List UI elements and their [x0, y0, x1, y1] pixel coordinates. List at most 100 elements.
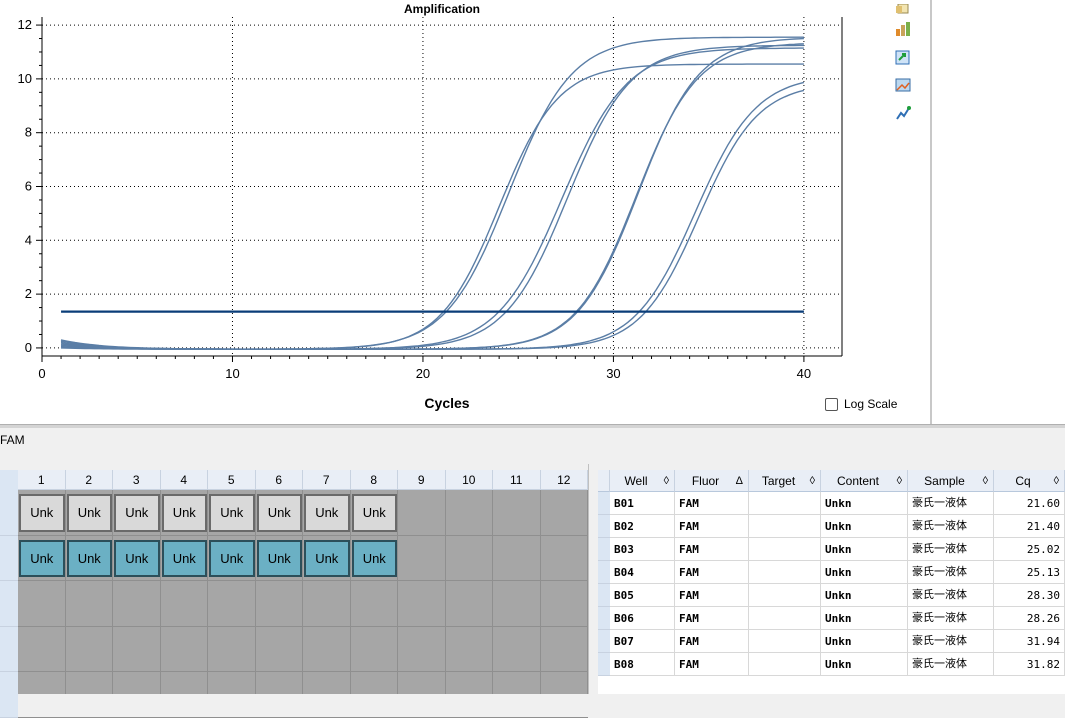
plate-row-header[interactable]: [0, 581, 18, 627]
plate-well[interactable]: Unk: [19, 494, 65, 532]
table-cell-sample[interactable]: 豪氏一液体: [908, 515, 994, 538]
plate-well[interactable]: Unk: [209, 494, 255, 532]
plate-column-header[interactable]: 12: [540, 470, 588, 490]
table-cell-cq[interactable]: 28.30: [994, 584, 1065, 607]
table-cell-fluor[interactable]: FAM: [675, 492, 749, 515]
table-cell-fluor[interactable]: FAM: [675, 653, 749, 676]
table-cell-sample[interactable]: 豪氏一液体: [908, 653, 994, 676]
plate-column-header[interactable]: 5: [208, 470, 256, 490]
plate-well[interactable]: Unk: [256, 494, 302, 532]
table-cell-fluor[interactable]: FAM: [675, 561, 749, 584]
table-cell-content[interactable]: Unkn: [821, 607, 908, 630]
table-cell-target[interactable]: [749, 653, 821, 676]
column-header-sample[interactable]: Sample ◊: [908, 470, 994, 492]
table-cell-well[interactable]: B06: [610, 607, 675, 630]
vertical-splitter[interactable]: [588, 464, 598, 694]
plate-well[interactable]: Unk: [66, 494, 112, 532]
row-selector[interactable]: [598, 630, 610, 653]
row-selector[interactable]: [598, 492, 610, 515]
table-cell-well[interactable]: B01: [610, 492, 675, 515]
column-header-cq[interactable]: Cq ◊: [994, 470, 1065, 492]
table-cell-target[interactable]: [749, 584, 821, 607]
plate-column-header[interactable]: 6: [255, 470, 303, 490]
sort-icon[interactable]: ◊: [1053, 475, 1059, 487]
table-cell-sample[interactable]: 豪氏一液体: [908, 630, 994, 653]
plate-column-header[interactable]: 11: [493, 470, 541, 490]
plate-row-header[interactable]: [0, 672, 18, 718]
sort-asc-icon[interactable]: Δ: [735, 475, 743, 487]
table-cell-well[interactable]: B05: [610, 584, 675, 607]
table-cell-fluor[interactable]: FAM: [675, 515, 749, 538]
table-cell-fluor[interactable]: FAM: [675, 584, 749, 607]
plate-well[interactable]: Unk: [114, 539, 160, 577]
table-cell-content[interactable]: Unkn: [821, 515, 908, 538]
plate-column-header[interactable]: 8: [350, 470, 398, 490]
plate-well[interactable]: Unk: [304, 494, 350, 532]
table-cell-content[interactable]: Unkn: [821, 653, 908, 676]
table-cell-cq[interactable]: 31.94: [994, 630, 1065, 653]
sort-icon[interactable]: ◊: [896, 475, 902, 487]
table-cell-target[interactable]: [749, 492, 821, 515]
column-header-well[interactable]: Well ◊: [610, 470, 675, 492]
plate-column-header[interactable]: 7: [303, 470, 351, 490]
table-cell-target[interactable]: [749, 630, 821, 653]
log-scale-checkbox[interactable]: [825, 397, 838, 411]
sort-icon[interactable]: ◊: [663, 475, 669, 487]
table-cell-fluor[interactable]: FAM: [675, 607, 749, 630]
table-cell-well[interactable]: B02: [610, 515, 675, 538]
table-cell-content[interactable]: Unkn: [821, 584, 908, 607]
table-cell-cq[interactable]: 25.02: [994, 538, 1065, 561]
plate-column-header[interactable]: 10: [445, 470, 493, 490]
table-cell-cq[interactable]: 25.13: [994, 561, 1065, 584]
column-header-fluor[interactable]: Fluor Δ: [675, 470, 749, 492]
table-cell-fluor[interactable]: FAM: [675, 630, 749, 653]
plate-row-header[interactable]: [0, 490, 18, 536]
plate-well[interactable]: Unk: [351, 494, 397, 532]
column-header-target[interactable]: Target ◊: [749, 470, 821, 492]
export-icon[interactable]: [893, 48, 913, 66]
table-cell-sample[interactable]: 豪氏一液体: [908, 538, 994, 561]
table-cell-well[interactable]: B03: [610, 538, 675, 561]
horizontal-splitter[interactable]: [0, 424, 1065, 428]
plate-well[interactable]: Unk: [161, 494, 207, 532]
row-selector[interactable]: [598, 515, 610, 538]
row-selector[interactable]: [598, 561, 610, 584]
plate-well[interactable]: Unk: [66, 539, 112, 577]
table-cell-well[interactable]: B04: [610, 561, 675, 584]
plate-column-header[interactable]: 2: [65, 470, 113, 490]
plate-well[interactable]: Unk: [304, 539, 350, 577]
plate-column-header[interactable]: 4: [160, 470, 208, 490]
row-selector[interactable]: [598, 584, 610, 607]
table-cell-cq[interactable]: 21.60: [994, 492, 1065, 515]
chart-style-icon[interactable]: [893, 20, 913, 38]
table-cell-well[interactable]: B08: [610, 653, 675, 676]
plate-well[interactable]: Unk: [256, 539, 302, 577]
table-cell-cq[interactable]: 28.26: [994, 607, 1065, 630]
table-cell-fluor[interactable]: FAM: [675, 538, 749, 561]
log-scale-toggle[interactable]: Log Scale: [825, 397, 897, 411]
table-cell-well[interactable]: B07: [610, 630, 675, 653]
trend-icon[interactable]: [893, 104, 913, 122]
row-selector[interactable]: [598, 538, 610, 561]
table-cell-target[interactable]: [749, 538, 821, 561]
plate-column-header[interactable]: 9: [398, 470, 446, 490]
table-cell-sample[interactable]: 豪氏一液体: [908, 607, 994, 630]
plate-well[interactable]: Unk: [114, 494, 160, 532]
plate-well[interactable]: Unk: [351, 539, 397, 577]
table-cell-target[interactable]: [749, 607, 821, 630]
table-cell-cq[interactable]: 21.40: [994, 515, 1065, 538]
table-cell-content[interactable]: Unkn: [821, 538, 908, 561]
fluor-label[interactable]: FAM: [0, 433, 25, 447]
table-cell-content[interactable]: Unkn: [821, 630, 908, 653]
table-cell-content[interactable]: Unkn: [821, 561, 908, 584]
plate-well[interactable]: Unk: [209, 539, 255, 577]
row-selector[interactable]: [598, 653, 610, 676]
table-cell-target[interactable]: [749, 515, 821, 538]
sort-icon[interactable]: ◊: [809, 475, 815, 487]
plate-select-all[interactable]: [0, 470, 19, 490]
table-cell-sample[interactable]: 豪氏一液体: [908, 561, 994, 584]
plate-well[interactable]: Unk: [161, 539, 207, 577]
copy-icon[interactable]: [893, 0, 913, 18]
row-selector[interactable]: [598, 607, 610, 630]
table-cell-content[interactable]: Unkn: [821, 492, 908, 515]
